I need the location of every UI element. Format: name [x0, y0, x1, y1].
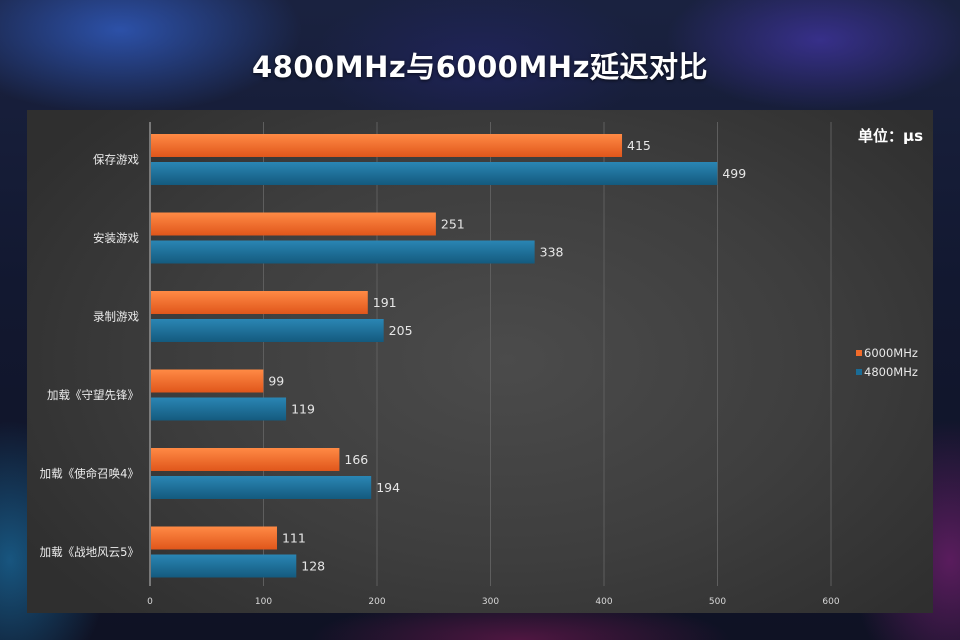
- bar-4800mhz-4: [151, 476, 372, 499]
- category-label: 保存游戏: [93, 153, 139, 167]
- chart-title: 4800MHz与6000MHz延迟对比: [252, 50, 708, 84]
- x-tick-label: 200: [368, 597, 385, 607]
- data-label: 128: [301, 559, 325, 574]
- x-tick-label: 500: [709, 597, 726, 607]
- legend-swatch-6000mhz: [856, 349, 862, 356]
- data-label: 119: [291, 402, 315, 417]
- x-tick-label: 100: [255, 597, 272, 607]
- bar-6000mhz-4: [151, 448, 340, 471]
- chart-panel: 0 100 200 300 400 500 600 415 499 保存游戏 251 338 安装游戏 1…: [27, 110, 933, 613]
- legend-item-6000mhz: 6000MHz: [856, 343, 931, 362]
- category-label: 录制游戏: [93, 310, 139, 324]
- data-label: 251: [441, 217, 465, 232]
- bar-4800mhz-1: [151, 240, 535, 264]
- data-label: 191: [373, 295, 397, 310]
- category-label: 加载《使命召唤4》: [40, 467, 139, 481]
- bar-4800mhz-5: [151, 554, 297, 578]
- data-label: 99: [268, 374, 284, 389]
- category-label: 加载《战地风云5》: [40, 545, 139, 559]
- category-label: 安装游戏: [93, 231, 139, 245]
- data-label: 338: [540, 245, 564, 260]
- unit-label: 单位：μs: [858, 127, 923, 145]
- category-label: 加载《守望先锋》: [47, 388, 139, 402]
- x-tick-label: 0: [147, 597, 153, 607]
- legend-label-4800mhz: 4800MHz: [864, 364, 918, 379]
- x-tick-label: 600: [822, 597, 839, 607]
- legend-item-4800mhz: 4800MHz: [856, 362, 931, 381]
- data-label: 166: [344, 452, 368, 467]
- bar-6000mhz-5: [151, 526, 277, 550]
- data-label: 415: [627, 138, 651, 153]
- data-label: 499: [722, 166, 746, 181]
- bar-chart: 0 100 200 300 400 500 600 415 499 保存游戏 251 338 安装游戏 1…: [40, 122, 840, 607]
- x-tick-label: 300: [482, 597, 499, 607]
- bar-6000mhz-0: [151, 134, 623, 157]
- data-label: 205: [389, 323, 413, 338]
- data-label: 194: [376, 480, 400, 495]
- legend-label-6000mhz: 6000MHz: [864, 345, 918, 360]
- bar-6000mhz-1: [151, 212, 436, 236]
- legend: 6000MHz 4800MHz: [856, 343, 931, 381]
- bar-4800mhz-3: [151, 397, 287, 421]
- bar-4800mhz-0: [151, 162, 718, 185]
- x-tick-label: 400: [595, 597, 612, 607]
- legend-swatch-4800mhz: [856, 368, 862, 375]
- data-label: 111: [282, 531, 306, 546]
- bar-6000mhz-3: [151, 369, 264, 393]
- bar-4800mhz-2: [151, 319, 384, 342]
- bar-6000mhz-2: [151, 291, 368, 314]
